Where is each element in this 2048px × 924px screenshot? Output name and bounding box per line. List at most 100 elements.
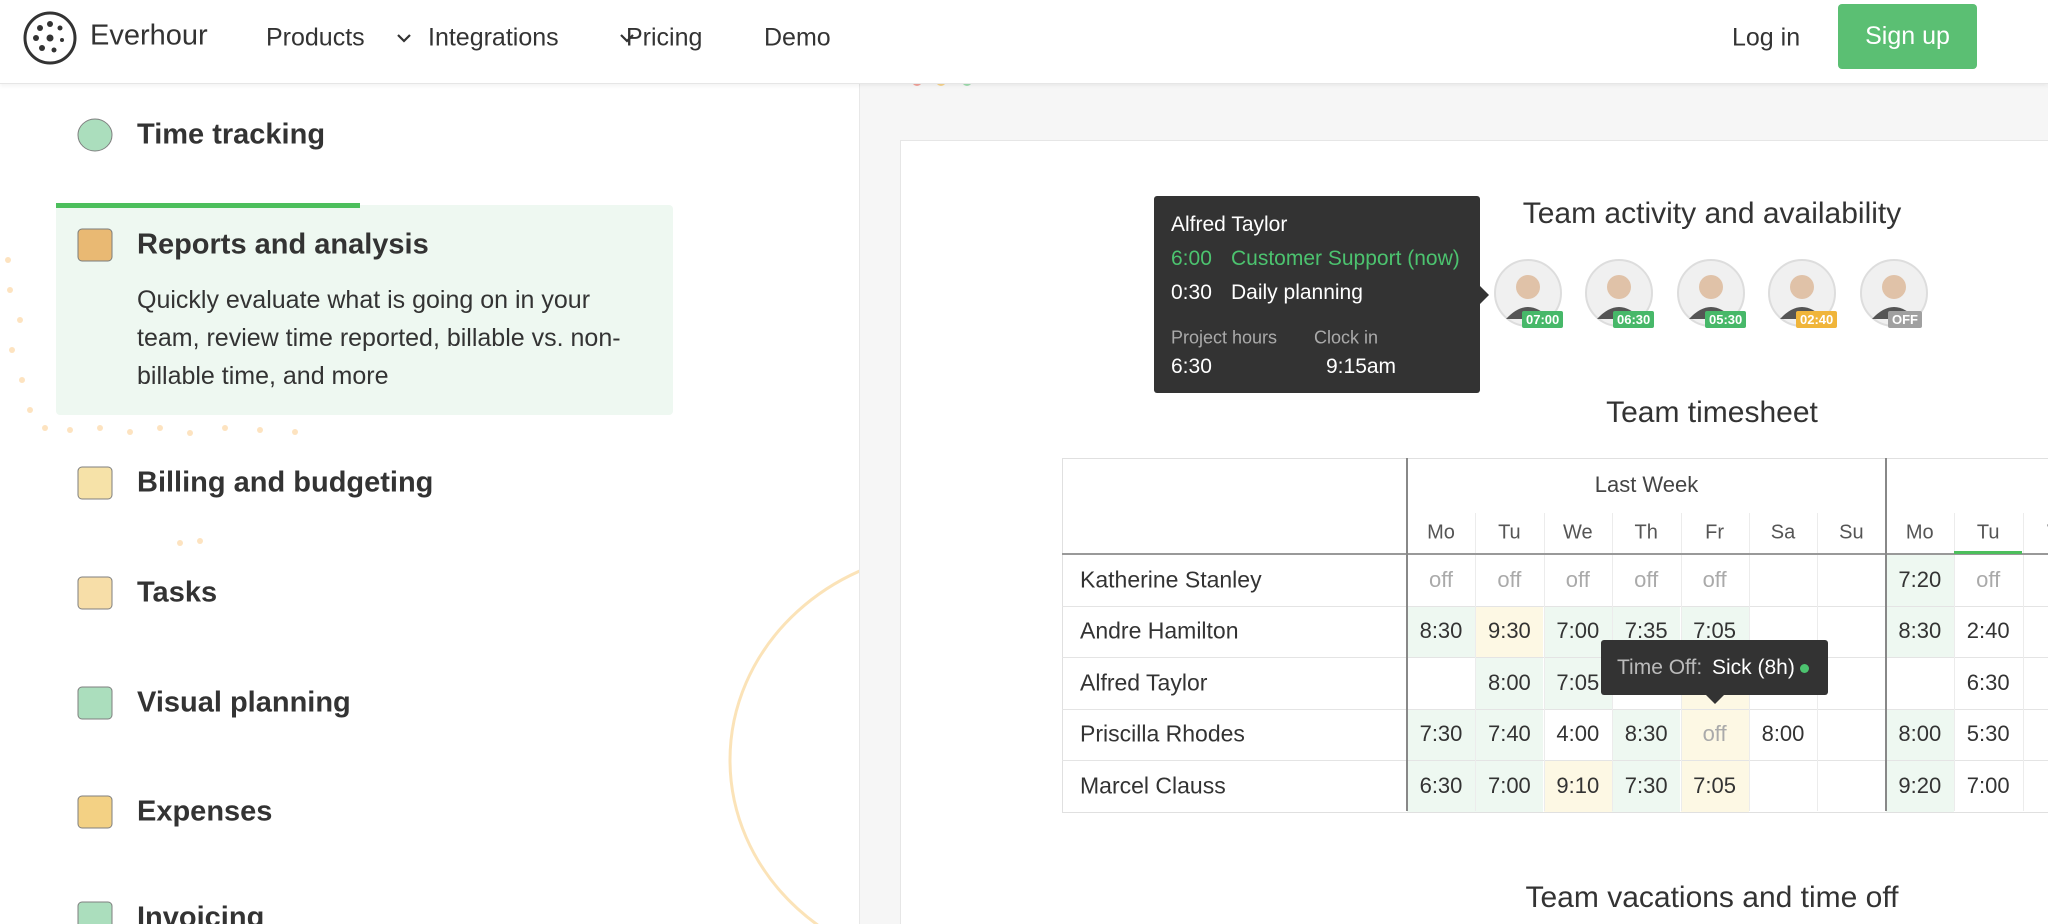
feature-title[interactable]: Reports and analysis	[137, 228, 429, 261]
cell: off	[1565, 566, 1590, 592]
status-badge: OFF	[1888, 311, 1922, 328]
cell-bg	[1407, 605, 1475, 657]
signup-button[interactable]: Sign up	[1838, 4, 1977, 69]
cell-bg	[1407, 760, 1475, 812]
cell-bg	[1885, 708, 1954, 760]
avatar	[1860, 259, 1928, 327]
col-line	[1543, 513, 1545, 811]
feature-title[interactable]: Billing and budgeting	[137, 466, 434, 499]
status-badge: 02:40	[1796, 311, 1838, 328]
timeoff-tip	[1601, 640, 1828, 695]
cell: 8:30	[1624, 721, 1668, 747]
cell: 8:00	[1761, 721, 1805, 747]
dropdown-caret	[397, 34, 411, 43]
cell: off	[1976, 566, 2001, 592]
icon-shape	[77, 466, 113, 500]
feature-icon	[77, 901, 113, 924]
day-header: Mo	[1427, 521, 1455, 544]
day-header: W	[2023, 522, 2048, 545]
cell-bg	[1543, 605, 1612, 657]
timeoff-value: Sick (8h)	[1712, 656, 1795, 679]
cell-bg	[1475, 760, 1544, 812]
cell-bg	[1680, 760, 1749, 812]
section-title: Team activity and availability	[1522, 197, 1902, 230]
cell-bg	[1885, 760, 1954, 812]
stat-label: Clock in	[1314, 327, 1379, 348]
cell: 7:20	[1898, 566, 1942, 592]
feature-title[interactable]: Visual planning	[137, 686, 351, 719]
login[interactable]: Log in	[1732, 23, 1801, 52]
feature-description: Quickly evaluate what is going on in you…	[137, 286, 621, 390]
feature-title[interactable]: Expenses	[137, 795, 273, 828]
cell: 9:10	[1556, 772, 1600, 798]
cell: 8:30	[1898, 618, 1942, 644]
cell: 7:40	[1487, 721, 1531, 747]
feature-highlight	[56, 205, 673, 415]
feature-title[interactable]: Tasks	[137, 576, 218, 609]
week-label: Last Week	[1594, 472, 1699, 497]
cell-bg	[1407, 708, 1475, 760]
row-name: Katherine Stanley	[1080, 566, 1262, 593]
cell: 6:30	[1966, 669, 2010, 695]
feature-title[interactable]: Invoicing	[137, 901, 265, 924]
cell: off	[1702, 566, 1727, 592]
cell: 2:40	[1966, 618, 2010, 644]
status-badge: 05:30	[1705, 311, 1747, 328]
cell-bg	[1475, 605, 1544, 657]
stat-value: 9:15am	[1326, 355, 1397, 378]
day-header: Th	[1634, 521, 1658, 544]
caret	[620, 34, 634, 43]
cell: off	[1428, 566, 1454, 592]
nav-item[interactable]: Demo	[764, 23, 831, 52]
nav-item[interactable]: Products	[266, 23, 365, 52]
cell: 7:30	[1624, 772, 1668, 798]
feature-title[interactable]: Time tracking	[137, 118, 326, 151]
avatar-head	[1790, 275, 1814, 299]
row-line	[1062, 708, 2048, 710]
cell: 5:30	[1966, 721, 2010, 747]
week-divider	[1406, 458, 1408, 811]
cell: 7:30	[1419, 721, 1463, 747]
feature-icon	[77, 118, 113, 152]
row-name: Andre Hamilton	[1080, 617, 1239, 644]
cell-bg	[1612, 760, 1681, 812]
icon-shape	[77, 686, 113, 720]
cell: 8:30	[1419, 618, 1463, 644]
nav-item[interactable]: Integrations	[428, 23, 559, 52]
cell: off	[1497, 566, 1522, 592]
section-title: Team timesheet	[1606, 396, 1818, 429]
cell: 7:00	[1487, 772, 1531, 798]
timeoff-arrow	[1706, 695, 1724, 704]
cell: 7:00	[1556, 618, 1600, 644]
entry-task: Customer Support (now)	[1231, 247, 1460, 270]
caret	[397, 34, 411, 43]
col-line	[2022, 513, 2024, 811]
cell-bg	[1680, 708, 1749, 760]
decoration	[5, 257, 859, 924]
cell: 7:00	[1966, 772, 2010, 798]
row-name: Marcel Clauss	[1080, 772, 1226, 799]
brand[interactable]: Everhour	[90, 19, 208, 52]
entry-task: Daily planning	[1231, 281, 1363, 304]
tooltip-arrow	[1480, 286, 1489, 304]
cell: off	[1702, 721, 1727, 747]
cell-bg	[1543, 657, 1612, 709]
row-line	[1062, 605, 2048, 607]
icon-shape	[77, 901, 113, 924]
cell: 8:00	[1487, 669, 1531, 695]
row-name: Alfred Taylor	[1080, 669, 1208, 696]
nav-item[interactable]: Pricing	[626, 23, 703, 52]
day-header: Su	[1839, 521, 1864, 544]
cell-bg	[1543, 760, 1612, 812]
day-header: We	[1562, 521, 1593, 544]
cell: off	[1634, 566, 1659, 592]
day-header: Tu	[1976, 521, 2000, 544]
cell-bg	[1475, 708, 1544, 760]
status-badge: 07:00	[1522, 311, 1564, 328]
timeoff-dot	[1800, 664, 1809, 673]
feature-icon	[77, 466, 113, 500]
day-header: Sa	[1770, 521, 1796, 544]
tooltip	[1154, 196, 1480, 393]
icon-shape	[77, 118, 113, 152]
day-header: Tu	[1498, 521, 1521, 544]
